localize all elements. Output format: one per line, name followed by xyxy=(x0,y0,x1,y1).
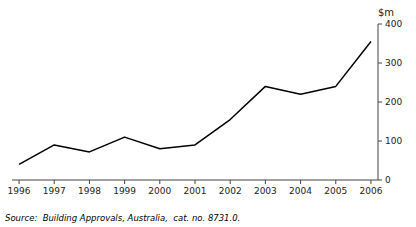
x-tick-label: 1998 xyxy=(78,186,101,196)
y-tick xyxy=(378,63,382,64)
x-tick xyxy=(54,180,55,184)
plot-area xyxy=(19,42,371,165)
y-tick-label: 300 xyxy=(385,58,402,68)
x-tick xyxy=(370,180,371,184)
x-tick xyxy=(89,180,90,184)
y-tick-label: 100 xyxy=(385,136,402,146)
y-tick xyxy=(378,180,382,181)
x-tick-label: 2001 xyxy=(184,186,207,196)
x-tick xyxy=(335,180,336,184)
x-tick-label: 2003 xyxy=(254,186,277,196)
y-tick xyxy=(378,141,382,142)
x-tick xyxy=(159,180,160,184)
y-tick xyxy=(378,102,382,103)
x-tick-label: 2004 xyxy=(289,186,312,196)
x-tick-label: 1997 xyxy=(43,186,66,196)
x-tick-label: 2005 xyxy=(324,186,347,196)
x-tick-label: 2002 xyxy=(219,186,242,196)
x-tick xyxy=(230,180,231,184)
x-tick xyxy=(19,180,20,184)
x-tick xyxy=(265,180,266,184)
x-tick xyxy=(195,180,196,184)
y-tick-label: 0 xyxy=(385,175,391,185)
y-axis-label: $m xyxy=(378,7,394,18)
y-tick-label: 200 xyxy=(385,97,402,107)
chart: 1996199719981999200020012002200320042005… xyxy=(0,0,416,227)
y-tick-label: 400 xyxy=(385,19,402,29)
x-tick-label: 2006 xyxy=(360,186,383,196)
x-tick-label: 1999 xyxy=(113,186,136,196)
source-note: Source: Building Approvals, Australia, c… xyxy=(5,213,240,223)
x-tick-label: 1996 xyxy=(8,186,31,196)
x-tick-label: 2000 xyxy=(148,186,171,196)
y-tick xyxy=(378,24,382,25)
x-tick xyxy=(124,180,125,184)
data-line xyxy=(19,42,371,165)
x-tick xyxy=(300,180,301,184)
